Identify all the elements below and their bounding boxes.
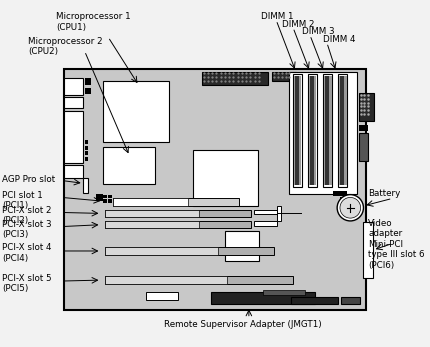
Bar: [83, 178, 88, 193]
Bar: [85, 87, 91, 94]
Text: PCI-X slot 3
(PCI3): PCI-X slot 3 (PCI3): [2, 220, 52, 239]
Bar: [64, 69, 366, 310]
Bar: [333, 191, 347, 196]
Bar: [308, 74, 317, 187]
Bar: [105, 210, 251, 217]
Bar: [310, 76, 313, 185]
Bar: [309, 76, 316, 185]
Bar: [325, 76, 329, 185]
Bar: [64, 78, 83, 95]
Bar: [146, 292, 178, 300]
Text: Video
adapter
Mini-PCI
type III slot 6
(PCI6): Video adapter Mini-PCI type III slot 6 (…: [368, 219, 425, 270]
Bar: [289, 71, 357, 194]
Bar: [105, 247, 218, 255]
Text: Microprocessor 1
(CPU1): Microprocessor 1 (CPU1): [56, 12, 131, 32]
Bar: [324, 76, 332, 185]
Bar: [359, 93, 374, 121]
Text: Battery: Battery: [368, 189, 400, 198]
Bar: [85, 146, 88, 150]
Text: DIMM 4: DIMM 4: [323, 35, 356, 44]
Circle shape: [337, 195, 363, 221]
Bar: [193, 150, 258, 206]
Bar: [363, 222, 373, 278]
Bar: [359, 133, 368, 161]
Bar: [293, 74, 302, 187]
Bar: [105, 221, 251, 228]
Text: AGP Pro slot: AGP Pro slot: [2, 175, 55, 184]
Bar: [359, 125, 368, 131]
Bar: [105, 276, 293, 284]
Bar: [85, 151, 88, 155]
Bar: [85, 157, 88, 161]
Text: DIMM 1: DIMM 1: [261, 12, 294, 22]
Bar: [340, 197, 345, 202]
Bar: [85, 140, 88, 144]
Bar: [103, 199, 107, 203]
Bar: [341, 297, 359, 304]
Bar: [108, 195, 112, 198]
Text: PCI-X slot 4
(PCI4): PCI-X slot 4 (PCI4): [2, 244, 51, 263]
Bar: [254, 210, 277, 214]
Text: DIMM 2: DIMM 2: [282, 20, 314, 29]
Text: DIMM 3: DIMM 3: [302, 27, 335, 36]
Bar: [96, 194, 103, 201]
Bar: [103, 195, 107, 198]
Bar: [254, 221, 277, 226]
Bar: [211, 292, 315, 304]
Bar: [105, 276, 227, 284]
Bar: [340, 76, 344, 185]
Circle shape: [340, 197, 361, 218]
Bar: [295, 76, 299, 185]
Bar: [272, 71, 296, 81]
Bar: [105, 247, 274, 255]
Bar: [105, 221, 199, 228]
Bar: [338, 74, 347, 187]
Text: PCI-X slot 2
(PCI2): PCI-X slot 2 (PCI2): [2, 206, 51, 225]
Bar: [294, 76, 301, 185]
Bar: [291, 297, 338, 304]
Text: Microprocessor 2
(CPU2): Microprocessor 2 (CPU2): [28, 37, 103, 56]
Bar: [339, 76, 347, 185]
Bar: [64, 164, 83, 178]
Bar: [323, 74, 332, 187]
Bar: [113, 198, 188, 206]
Text: PCI-X slot 5
(PCI5): PCI-X slot 5 (PCI5): [2, 273, 52, 293]
Bar: [263, 290, 305, 295]
Bar: [103, 147, 155, 184]
Text: Remote Supervisor Adapter (JMGT1): Remote Supervisor Adapter (JMGT1): [164, 321, 322, 330]
Bar: [103, 81, 169, 142]
Bar: [85, 78, 91, 85]
Bar: [108, 199, 112, 203]
Bar: [277, 206, 281, 221]
Text: PCI slot 1
(PCI1): PCI slot 1 (PCI1): [2, 191, 43, 210]
Bar: [225, 231, 259, 261]
Bar: [64, 111, 83, 163]
Bar: [202, 71, 267, 85]
Bar: [64, 97, 83, 108]
Bar: [113, 198, 240, 206]
Bar: [105, 210, 199, 217]
